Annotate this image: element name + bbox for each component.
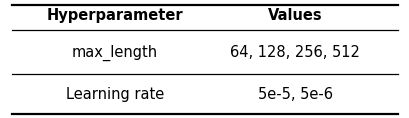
Text: Learning rate: Learning rate <box>65 87 164 102</box>
Text: 64, 128, 256, 512: 64, 128, 256, 512 <box>230 45 359 60</box>
Text: Hyperparameter: Hyperparameter <box>46 8 183 23</box>
Text: Values: Values <box>267 8 322 23</box>
Text: 5e-5, 5e-6: 5e-5, 5e-6 <box>257 87 332 102</box>
Text: max_length: max_length <box>72 44 157 61</box>
